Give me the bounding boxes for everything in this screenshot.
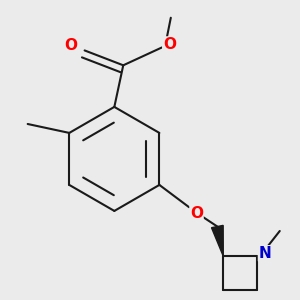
Text: O: O (190, 206, 203, 221)
Polygon shape (212, 225, 223, 256)
Text: O: O (163, 37, 176, 52)
Text: N: N (259, 246, 271, 261)
Text: O: O (65, 38, 78, 53)
